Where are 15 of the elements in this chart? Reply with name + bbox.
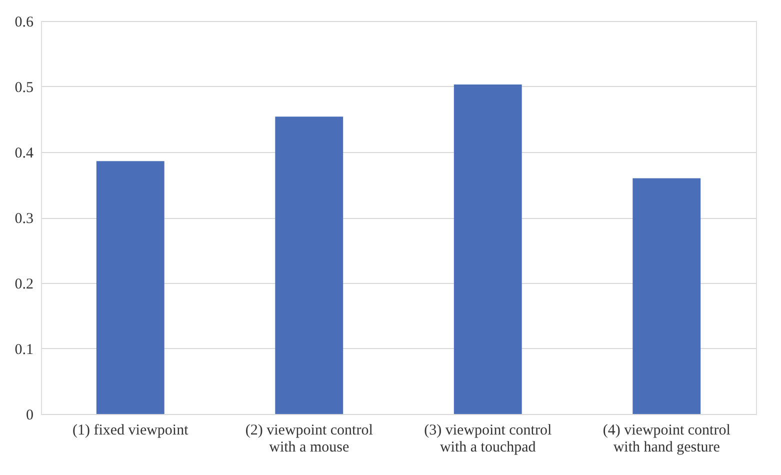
- x-tick-label: (2) viewpoint control with a mouse: [245, 422, 373, 456]
- y-tick-label: 0.1: [14, 342, 34, 358]
- y-tick-label: 0.4: [14, 146, 34, 162]
- bar: [96, 161, 164, 414]
- bar: [275, 116, 344, 414]
- y-tick-label: 0: [26, 408, 34, 424]
- y-tick-label: 0.2: [14, 276, 34, 292]
- x-tick-label: (4) viewpoint control with hand gesture: [602, 422, 730, 456]
- bar: [632, 178, 701, 414]
- y-tick-label: 0.6: [14, 14, 34, 30]
- y-tick-label: 0.5: [14, 80, 34, 96]
- x-tick-label: (1) fixed viewpoint: [72, 422, 190, 438]
- bar: [454, 84, 522, 414]
- x-tick-label: (3) viewpoint control with a touchpad: [424, 422, 552, 456]
- y-tick-label: 0.3: [14, 211, 34, 227]
